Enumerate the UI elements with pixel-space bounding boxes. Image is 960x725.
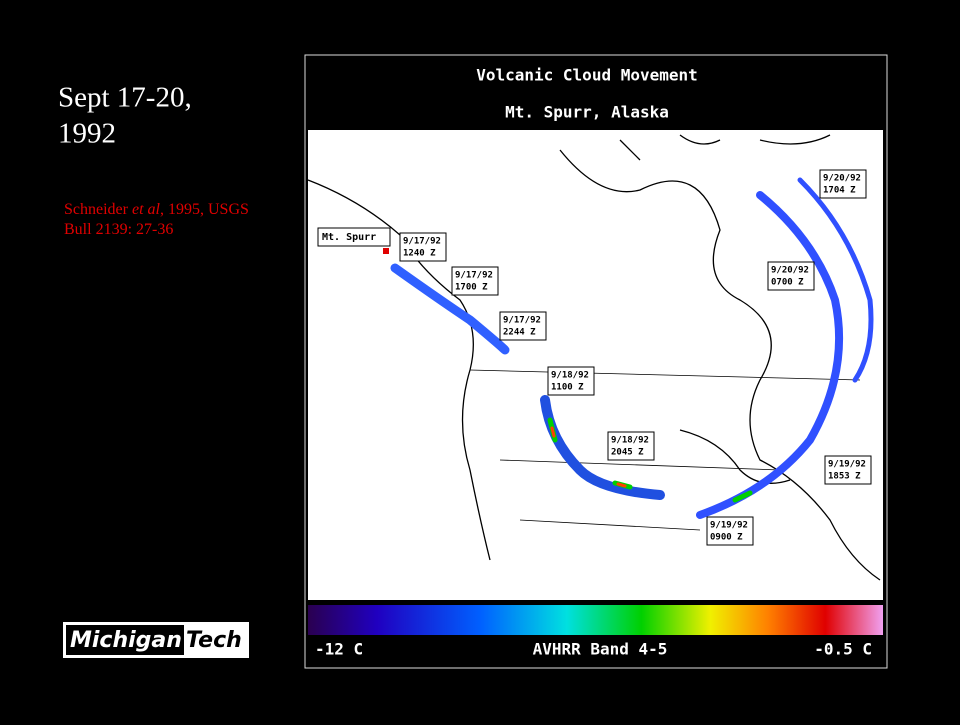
label-box: [706, 516, 754, 546]
annotation-time: 0700 Z: [771, 278, 804, 288]
annotation-date: 9/17/92: [403, 237, 441, 247]
annotation-date: 9/18/92: [611, 436, 649, 446]
coastline: [559, 149, 881, 581]
label-box: [451, 266, 499, 296]
plume: [797, 177, 874, 383]
lakes: [679, 429, 791, 484]
annotation-time: 1100 Z: [551, 383, 584, 393]
coastline: [619, 134, 831, 161]
annotation-date: 9/20/92: [771, 266, 809, 276]
volcano-marker: [383, 248, 389, 254]
coastline: [307, 179, 491, 561]
citation-box: Schneider et al, 1995, USGS Bull 2139: 2…: [64, 200, 259, 240]
plume: [696, 191, 844, 519]
colorbar-title: AVHRR Band 4-5: [533, 640, 668, 659]
logo: Michigan Tech: [63, 622, 249, 658]
annotation-time: 1700 Z: [455, 283, 488, 293]
citation: Schneider et al, 1995, USGS Bull 2139: 2…: [64, 200, 259, 240]
citation-author: Schneider: [64, 201, 132, 218]
colorbar-min: -12 C: [315, 640, 363, 659]
logo-block: [66, 625, 184, 655]
figure-subtitle: Mt. Spurr, Alaska: [505, 103, 669, 122]
annotation-date: 9/19/92: [710, 521, 748, 531]
border: [469, 369, 861, 531]
plume: [390, 263, 510, 355]
label-box: [824, 455, 872, 485]
annotation-date: 9/17/92: [503, 316, 541, 326]
label-box: [607, 431, 655, 461]
colorbar: [308, 605, 883, 635]
figure-title: Volcanic Cloud Movement: [476, 66, 698, 85]
volcano-label: Mt. Spurr: [322, 232, 376, 243]
annotation-time: 2045 Z: [611, 448, 644, 458]
label-box: [767, 261, 815, 291]
label-box: [317, 227, 391, 247]
plume-core: [550, 426, 627, 488]
slide-title: Sept 17-20,: [58, 82, 192, 114]
annotation-time: 1853 Z: [828, 472, 861, 482]
citation-rest: , 1995, USGS Bull 2139: 27-36: [64, 201, 249, 238]
slide-title: 1992: [58, 118, 116, 150]
logo-text-1: Michigan: [70, 628, 182, 653]
logo-text-2: Tech: [186, 628, 242, 653]
citation-etal: et al: [131, 201, 160, 218]
annotation-date: 9/20/92: [823, 174, 861, 184]
annotation-time: 1240 Z: [403, 249, 436, 259]
coastlines: [307, 134, 881, 581]
annotation-time: 2244 Z: [503, 328, 536, 338]
annotation-time: 1704 Z: [823, 186, 856, 196]
annotation-date: 9/19/92: [828, 460, 866, 470]
annotations: 9/17/92 1240 Z 9/17/92 1700 Z 9/17/92 2244 Z 9…: [399, 169, 872, 546]
annotation-date: 9/17/92: [455, 271, 493, 281]
label-box: [399, 232, 447, 262]
map: [308, 130, 883, 600]
label-box: [547, 366, 595, 396]
annotation-time: 0900 Z: [710, 533, 743, 543]
label-box: [819, 169, 867, 199]
label-box: [499, 311, 547, 341]
colorbar-max: -0.5 C: [814, 640, 872, 659]
plumes: [390, 177, 874, 519]
annotation-date: 9/18/92: [551, 371, 589, 381]
